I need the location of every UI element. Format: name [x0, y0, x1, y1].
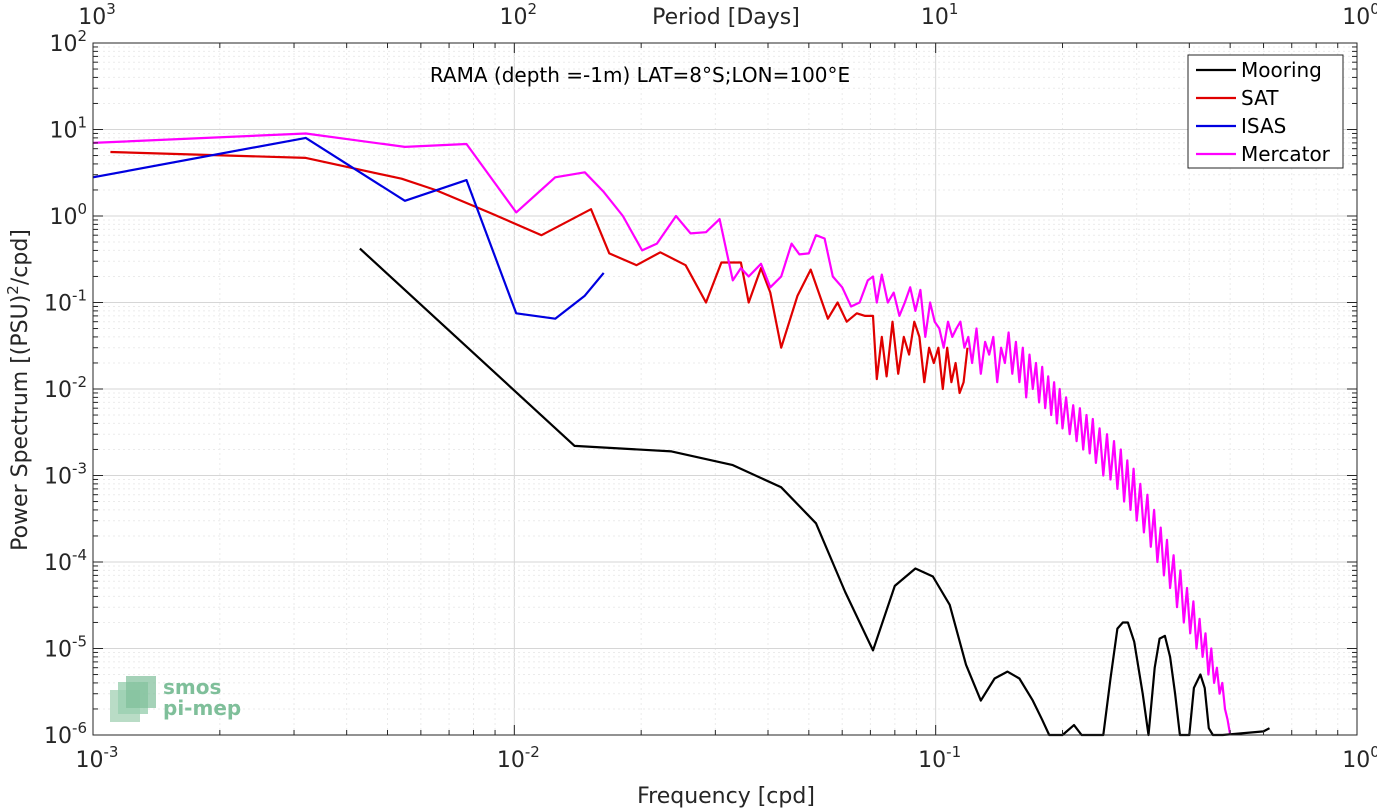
- x-tick-label: 10-2: [497, 743, 540, 773]
- legend-label-isas: ISAS: [1241, 114, 1286, 138]
- logo-text-pimep: pi-mep: [163, 696, 241, 720]
- x-axis-label: Frequency [cpd]: [637, 784, 815, 809]
- x2-tick-label: 101: [921, 0, 959, 30]
- series-line-sat: [110, 150, 969, 395]
- series-line-mercator: [92, 132, 1232, 736]
- legend-label-mooring: Mooring: [1241, 58, 1322, 82]
- y-tick-label: 10-5: [44, 633, 87, 663]
- top-axis-label: Period [Days]: [652, 5, 800, 30]
- y-axis-label-main: Power Spectrum [(PSU): [8, 295, 33, 551]
- x2-tick-label: 100: [1342, 0, 1377, 30]
- y-tick-label: 10-1: [44, 287, 87, 317]
- y-tick-label: 10-4: [44, 546, 87, 576]
- logo-mark-front: [126, 676, 156, 708]
- legend: Mooring SAT ISAS Mercator: [1187, 54, 1344, 169]
- grid: [92, 43, 1357, 736]
- y-axis-label-sup: 2: [4, 285, 22, 295]
- legend-label-mercator: Mercator: [1241, 142, 1331, 166]
- y-tick-label: 101: [49, 114, 87, 144]
- legend-label-sat: SAT: [1241, 86, 1279, 110]
- y-axis-label: Power Spectrum [(PSU)2/cpd]: [4, 229, 33, 551]
- y-tick-label: 10-2: [44, 373, 87, 403]
- x2-tick-label: 102: [500, 0, 538, 30]
- x-tick-label: 100: [1342, 743, 1377, 773]
- y-tick-label: 10-3: [44, 460, 87, 490]
- x2-tick-label: 103: [78, 0, 116, 30]
- x-tick-label: 10-3: [76, 743, 119, 773]
- chart-title: RAMA (depth =-1m) LAT=8°S;LON=100°E: [430, 63, 850, 87]
- tick-marks: [92, 43, 1357, 736]
- x-tick-label: 10-1: [918, 743, 961, 773]
- y-tick-label: 102: [49, 27, 87, 57]
- smos-pi-mep-logo: smos pi-mep: [110, 675, 241, 722]
- series-line-isas: [92, 136, 605, 320]
- y-tick-label: 10-6: [44, 719, 87, 749]
- logo-text-smos: smos: [163, 675, 221, 699]
- y-tick-label: 100: [49, 200, 87, 230]
- legend-box: [1187, 54, 1344, 169]
- y-axis-label-tail: /cpd]: [8, 229, 33, 285]
